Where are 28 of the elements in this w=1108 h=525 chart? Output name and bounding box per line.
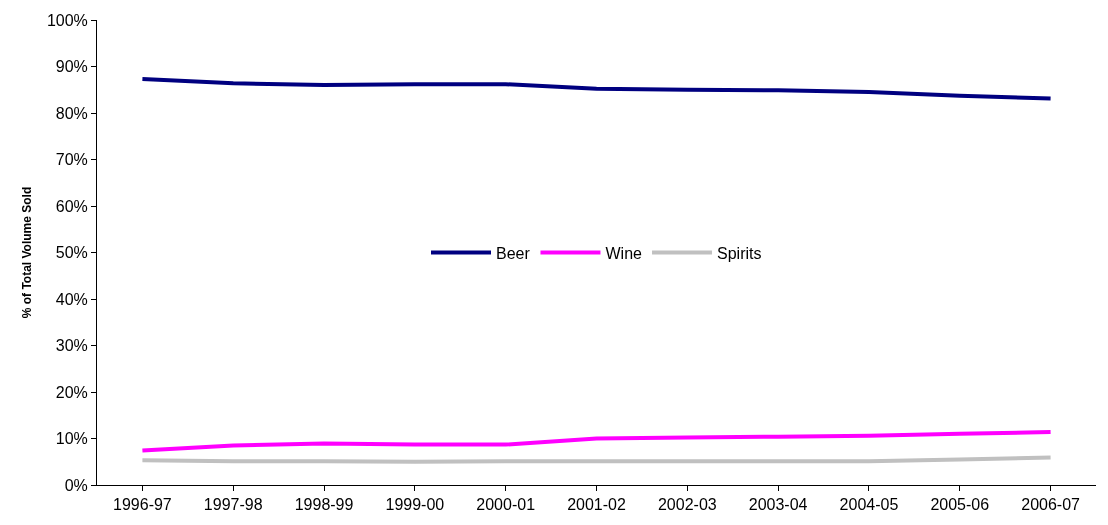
legend-label: Wine	[605, 244, 643, 262]
legend-label: Beer	[496, 244, 531, 262]
x-tick-label: 1996-97	[113, 496, 172, 514]
y-tick-label: 10%	[55, 430, 88, 448]
x-tick-label: 1998-99	[294, 496, 354, 514]
line-series	[140, 77, 1053, 101]
y-axis-title: % of Total Volume Sold	[20, 186, 35, 319]
x-tick-label: 2000-01	[476, 496, 536, 514]
y-tick-label: 20%	[55, 383, 88, 401]
y-tick-label: 50%	[55, 244, 88, 262]
legend-label: Spirits	[717, 244, 762, 262]
y-tick-label: 80%	[55, 104, 88, 122]
y-tick-label: 90%	[55, 58, 88, 76]
x-tick-label: 2006-07	[1021, 496, 1081, 514]
y-tick-label: 100%	[46, 11, 88, 29]
y-tick-label: 60%	[55, 197, 88, 215]
x-tick-label: 2001-02	[567, 496, 626, 514]
y-tick-label: 40%	[55, 290, 88, 308]
x-tick-label: 2004-05	[839, 496, 899, 514]
x-tick-label: 2003-04	[748, 496, 808, 514]
x-tick-label: 2005-06	[930, 496, 990, 514]
line-series	[140, 429, 1053, 453]
x-tick-label: 2002-03	[657, 496, 717, 514]
y-tick-label: 30%	[55, 337, 88, 355]
y-tick-label: 0%	[64, 476, 88, 494]
x-tick-label: 1997-98	[203, 496, 263, 514]
x-tick-label: 1999-00	[385, 496, 445, 514]
y-tick-label: 70%	[55, 151, 88, 169]
